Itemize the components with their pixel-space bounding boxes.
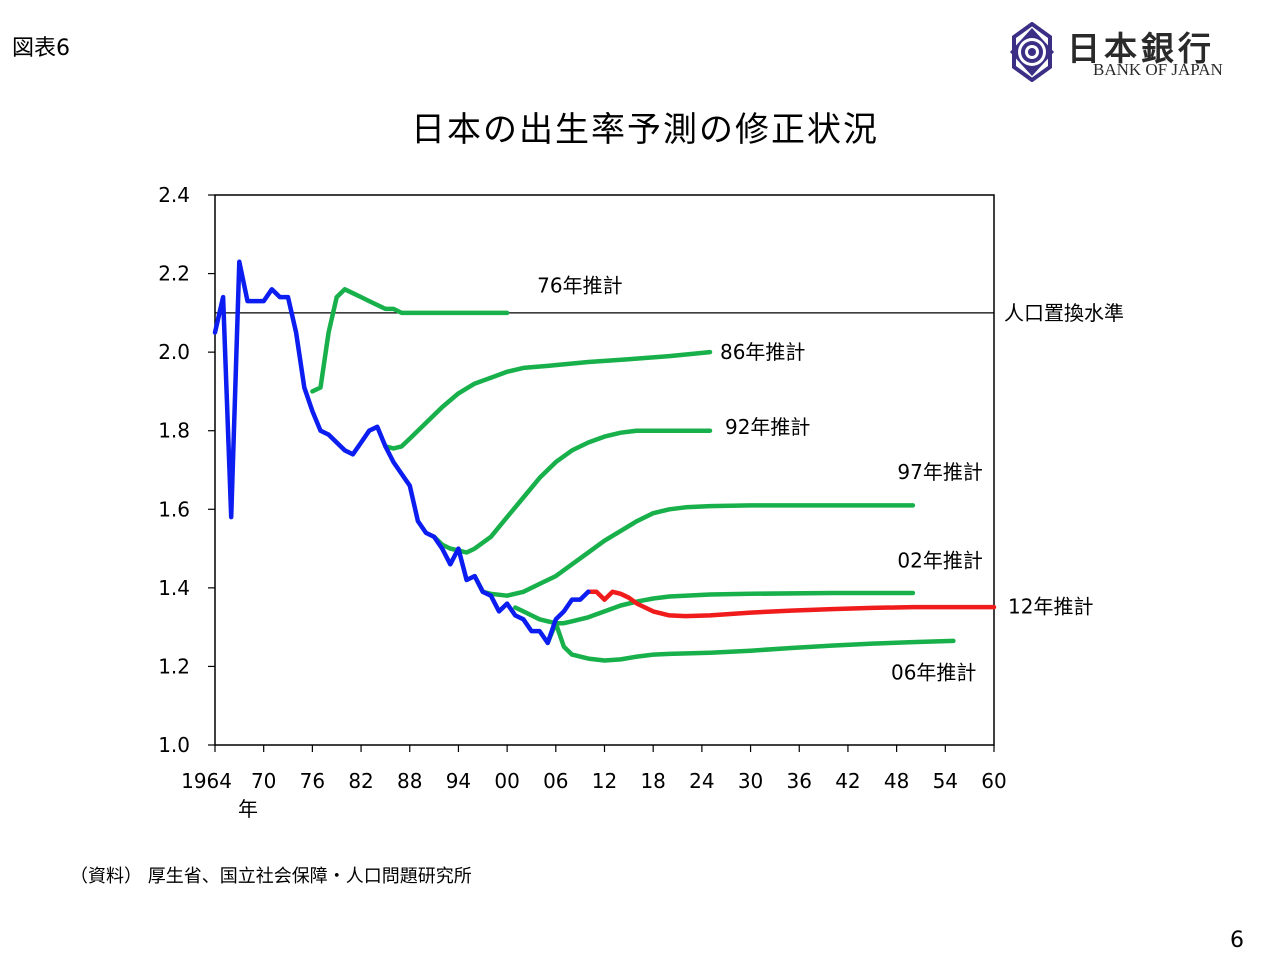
x-tick-label: 94: [446, 769, 471, 793]
x-unit-label: 年: [238, 797, 258, 821]
projection-line-3: [431, 428, 713, 555]
projection-line-4: [472, 503, 916, 598]
x-tick-label: 70: [251, 769, 276, 793]
x-tick-label: 60: [981, 769, 1006, 793]
x-tick-label: 30: [738, 769, 763, 793]
y-tick-label: 1.2: [158, 654, 190, 678]
x-tick-label: 24: [689, 769, 714, 793]
y-tick-label: 1.0: [158, 733, 190, 757]
series-label: 06年推計: [891, 660, 976, 684]
series-label: 02年推計: [897, 548, 982, 572]
bank-emblem-icon: [1010, 22, 1054, 82]
x-tick-label: 36: [787, 769, 812, 793]
source-note: （資料） 厚生省、国立社会保障・人口問題研究所: [70, 866, 472, 887]
x-tick-label: 48: [884, 769, 909, 793]
actual-fertility-line: [212, 259, 591, 646]
y-tick-label: 1.4: [158, 576, 190, 600]
x-tick-label: 54: [933, 769, 958, 793]
y-tick-label: 1.8: [158, 419, 190, 443]
x-tick-label: 1964: [181, 769, 232, 793]
bank-of-japan-logo: 日本銀行 BANK OF JAPAN: [1005, 22, 1255, 84]
y-tick-label: 1.6: [158, 497, 190, 521]
series-label: 12年推計: [1008, 595, 1093, 619]
x-tick-label: 12: [592, 769, 617, 793]
y-tick-label: 2.0: [158, 340, 190, 364]
x-tick-label: 42: [835, 769, 860, 793]
logo-text-en: BANK OF JAPAN: [1093, 60, 1223, 79]
projection-line-5: [512, 590, 916, 626]
x-tick-label: 06: [543, 769, 568, 793]
page-number: 6: [1230, 928, 1244, 953]
y-tick-label: 2.4: [158, 183, 190, 207]
chart-title: 日本の出生率予測の修正状況: [411, 110, 879, 150]
projection-line-6: [545, 620, 956, 663]
series-label: 76年推計: [537, 273, 622, 297]
x-tick-label: 82: [348, 769, 373, 793]
y-tick-label: 2.2: [158, 262, 190, 286]
logo-text-jp: 日本銀行: [1067, 29, 1215, 68]
x-tick-label: 88: [397, 769, 422, 793]
series-label: 97年推計: [897, 460, 982, 484]
x-tick-label: 00: [494, 769, 519, 793]
x-tick-label: 76: [300, 769, 325, 793]
reference-line-label: 人口置換水準: [1004, 301, 1124, 325]
projection-line-1: [310, 287, 510, 394]
projection-line-7: [586, 589, 997, 619]
series-label: 92年推計: [725, 415, 810, 439]
series-label: 86年推計: [720, 340, 805, 364]
projection-line-2: [383, 349, 713, 451]
figure-label: 図表6: [12, 36, 70, 61]
x-tick-label: 18: [640, 769, 665, 793]
